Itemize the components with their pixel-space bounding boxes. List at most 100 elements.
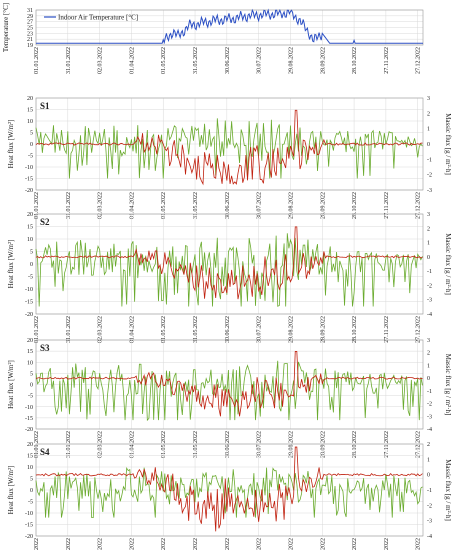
- panel-s1-y2-tick-label: 3: [427, 96, 430, 102]
- panel-s1-x-tick-label: 27.11.2022: [384, 192, 390, 219]
- panel-s1-plot-frame: [35, 97, 424, 191]
- indoor-x-tick-label: 30.07.2022: [257, 47, 263, 74]
- panel-s4-y-tick-label: -10: [25, 511, 33, 517]
- panel-s3-heat-flux-line: [35, 360, 423, 422]
- panel-s3-x-tick-label: 27.12.2022: [416, 431, 422, 458]
- panel-s4-y2-tick-label: -1: [427, 488, 432, 494]
- panel-s4-y2-tick-label: -2: [427, 503, 432, 509]
- panel-s4-x-tick-label: 28.10.2022: [352, 538, 358, 550]
- panel-s2-title: S2: [40, 217, 50, 227]
- panel-s2-y-tick-label: -5: [28, 275, 33, 281]
- panel-s3-y2-tick-label: -3: [427, 414, 432, 420]
- panel-s3-y2-tick-label: -2: [427, 402, 432, 408]
- indoor-x-tick-label: 31.01.2022: [66, 47, 72, 74]
- panel-s3-y-tick-label: 5: [30, 371, 33, 377]
- panel-s4-y-tick-label: -15: [25, 523, 33, 529]
- panel-s3-x-tick-label: 30.07.2022: [257, 431, 263, 458]
- panel-s2-y2-axis-label: Massic flux [g / m²·h]: [444, 233, 452, 295]
- panel-s4-massic-flux-line: [35, 446, 423, 532]
- panel-s4-y-tick-label: 15: [27, 454, 33, 460]
- panel-s1-y-tick-label: 0: [30, 142, 33, 148]
- panel-s4-y2-axis-label: Massic flux [g / m²·h]: [444, 459, 452, 521]
- panel-s3-y-tick-label: -5: [28, 394, 33, 400]
- panel-s1-x-tick-label: 02.03.2022: [98, 192, 104, 219]
- panel-s2-y2-tick-label: -3: [427, 298, 432, 304]
- panel-s3-y2-axis-label: Massic flux [g / m²·h]: [444, 354, 452, 416]
- panel-s3-x-tick-label: 30.06.2022: [225, 431, 231, 458]
- panel-s2-y2-tick-label: 2: [427, 226, 430, 232]
- panel-s4-y2-tick-label: 2: [427, 442, 430, 448]
- panel-s1-x-tick-label: 31.01.2022: [66, 192, 72, 219]
- panel-s2-massic-flux-line: [35, 226, 423, 300]
- indoor-temperature-line: [36, 8, 423, 45]
- panel-s4-x-tick-label: 01.04.2022: [129, 538, 135, 550]
- panel-s4-x-tick-label: 27.11.2022: [384, 538, 390, 550]
- panel-s1-x-tick-label: 29.08.2022: [288, 192, 294, 219]
- panel-s1-y-tick-label: -20: [25, 188, 33, 194]
- panel-s2-y2-tick-label: 1: [427, 241, 430, 247]
- panel-s4-y-tick-label: 0: [30, 488, 33, 494]
- panel-s4-x-tick-label: 28.09.2022: [320, 538, 326, 550]
- panel-s3-x-tick-label: 28.09.2022: [320, 431, 326, 458]
- panel-s2-y2-tick-label: 0: [427, 255, 430, 261]
- panel-s3-x-tick-label: 29.08.2022: [288, 431, 294, 458]
- panel-s3-x-tick-label: 01.05.2022: [161, 431, 167, 458]
- panel-s1-y2-axis-label: Massic flux [g / m²·h]: [444, 113, 452, 175]
- panel-s3-plot-frame: [35, 339, 424, 430]
- panel-s3-x-tick-label: 27.11.2022: [384, 431, 390, 458]
- panel-s4-x-tick-label: 30.07.2022: [257, 538, 263, 550]
- panel-s1-y2-tick-label: 0: [427, 142, 430, 148]
- indoor-y-tick-label: 27: [27, 20, 33, 26]
- panel-s2-x-tick-label: 30.07.2022: [257, 316, 263, 343]
- panel-s3-y2-tick-label: -1: [427, 389, 432, 395]
- panel-s3-x-tick-label: 31.01.2022: [66, 431, 72, 458]
- panel-s3-x-tick-label: 01.01.2022: [34, 431, 40, 458]
- panel-s2-x-tick-label: 01.01.2022: [34, 316, 40, 343]
- indoor-y-tick-label: 29: [27, 14, 33, 20]
- panel-s4-y-tick-label: -20: [25, 534, 33, 540]
- panel-s4-y2-tick-label: 1: [427, 457, 430, 463]
- indoor-y-tick-label: 31: [27, 8, 33, 14]
- panel-s1-x-tick-label: 31.05.2022: [193, 192, 199, 219]
- panel-s4-y-tick-label: 10: [27, 465, 33, 471]
- panel-s1-y-tick-label: 5: [30, 131, 33, 137]
- panel-s1-x-tick-label: 30.06.2022: [225, 192, 231, 219]
- panel-s4-heat-flux-line: [35, 466, 423, 518]
- panel-s1-y-axis-label: Heat flux [W/m²]: [7, 120, 15, 169]
- panel-s4-x-tick-label: 29.08.2022: [288, 538, 294, 550]
- panel-s2-plot-frame: [35, 213, 424, 315]
- indoor-x-tick-label: 01.04.2022: [129, 47, 135, 74]
- panel-s4-x-tick-label: 31.01.2022: [66, 538, 72, 550]
- panel-s2-y2-tick-label: -2: [427, 283, 432, 289]
- panel-s1-y-tick-label: 20: [27, 96, 33, 102]
- indoor-y-tick-label: 21: [27, 37, 33, 43]
- panel-s2-x-tick-label: 31.01.2022: [66, 316, 72, 343]
- panel-s1-title: S1: [40, 101, 50, 111]
- panel-s1-x-tick-label: 01.04.2022: [129, 192, 135, 219]
- panel-s1-y2-tick-label: 1: [427, 127, 430, 133]
- indoor-x-tick-label: 28.09.2022: [320, 47, 326, 74]
- panel-s1-heat-flux-line: [35, 118, 423, 179]
- panel-s1-y-tick-label: 10: [27, 119, 33, 125]
- panel-s3-title: S3: [40, 343, 50, 353]
- panel-s3-massic-flux-line: [35, 351, 423, 417]
- panel-s3-y-tick-label: 15: [27, 349, 33, 355]
- panel-s1-y2-tick-label: -1: [427, 157, 432, 163]
- indoor-x-tick-label: 01.05.2022: [161, 47, 167, 74]
- panel-s3-y2-tick-label: 0: [427, 376, 430, 382]
- panel-s4-x-tick-label: 01.05.2022: [161, 538, 167, 550]
- panel-s2-y-tick-label: 15: [27, 225, 33, 231]
- panel-s2-x-tick-label: 27.12.2022: [416, 316, 422, 343]
- panel-s2-x-tick-label: 30.06.2022: [225, 316, 231, 343]
- panel-s3-y2-tick-label: 2: [427, 351, 430, 357]
- panel-s1-massic-flux-line: [35, 109, 423, 186]
- panel-s3-y-tick-label: 10: [27, 360, 33, 366]
- indoor-x-tick-label: 02.03.2022: [98, 47, 104, 74]
- indoor-x-tick-label: 28.10.2022: [352, 47, 358, 74]
- panel-s1-x-tick-label: 28.09.2022: [320, 192, 326, 219]
- panel-s2-x-tick-label: 29.08.2022: [288, 316, 294, 343]
- indoor-x-tick-label: 27.12.2022: [416, 47, 422, 74]
- panel-s1-x-tick-label: 01.01.2022: [34, 192, 40, 219]
- panel-s3-y-tick-label: 20: [27, 338, 33, 344]
- panel-s2-x-tick-label: 02.03.2022: [98, 316, 104, 343]
